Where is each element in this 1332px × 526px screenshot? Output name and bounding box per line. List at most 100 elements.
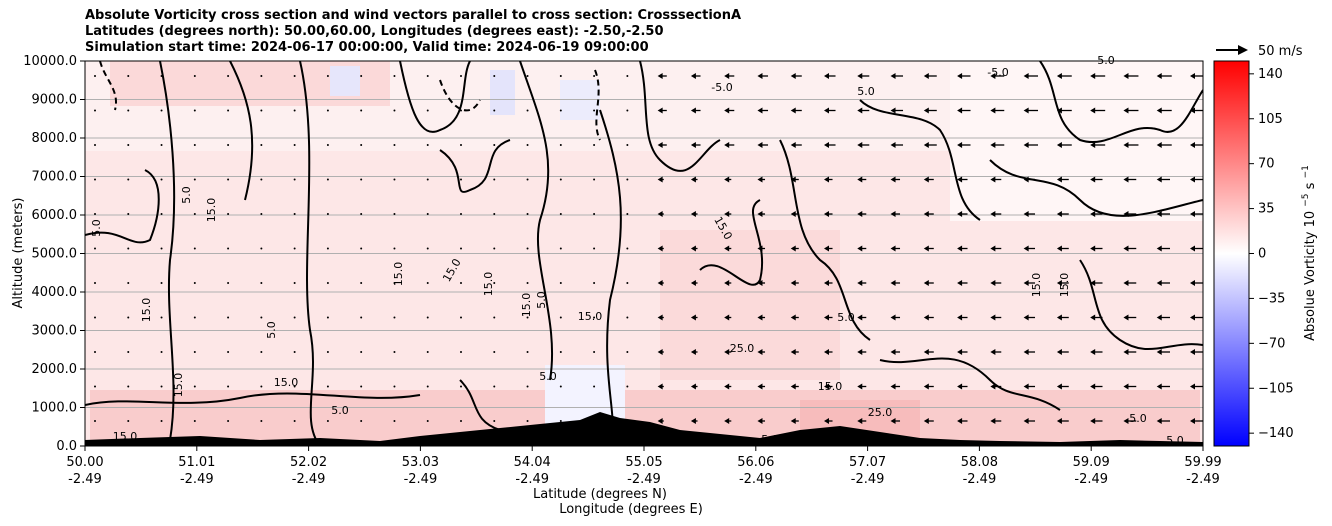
colorbar-tick-label: 70	[1258, 157, 1275, 172]
wind-vector	[227, 247, 230, 250]
wind-vector	[1090, 107, 1106, 114]
wind-vector	[724, 349, 732, 355]
wind-vector	[1023, 245, 1036, 252]
quiver-key-label: 50 m/s	[1258, 44, 1303, 59]
wind-vector	[724, 73, 735, 79]
wind-vector	[690, 314, 698, 321]
wind-vector	[657, 245, 664, 252]
wind-vector	[1090, 418, 1103, 424]
wind-vector	[460, 109, 462, 112]
wind-vector	[460, 213, 462, 215]
wind-vector	[690, 107, 701, 114]
wind-vector	[824, 418, 833, 424]
wind-vector	[923, 280, 934, 286]
wind-vector	[293, 144, 296, 146]
wind-vector	[393, 144, 396, 146]
wind-vector	[657, 349, 664, 355]
wind-vector	[360, 385, 363, 388]
wind-vector	[1023, 142, 1039, 148]
wind-vector	[193, 178, 196, 181]
wind-vector	[326, 178, 329, 181]
wind-vector	[460, 144, 462, 146]
wind-vector	[460, 282, 462, 284]
wind-vector	[890, 314, 901, 321]
contour-label: 15.0	[113, 430, 138, 443]
wind-vector	[426, 178, 429, 181]
wind-vector	[890, 280, 901, 286]
wind-vectors	[94, 73, 1203, 424]
wind-vector	[890, 418, 901, 424]
wind-vector	[923, 176, 934, 183]
wind-vector	[757, 142, 769, 148]
colorbar-tick-label: −140	[1258, 426, 1294, 441]
colorbar-tick-label: −35	[1258, 291, 1285, 306]
wind-vector	[1190, 418, 1203, 424]
wind-vector	[260, 213, 263, 215]
wind-vector	[593, 213, 596, 215]
wind-vector	[260, 109, 263, 112]
wind-vector	[493, 75, 496, 77]
wind-vector	[757, 314, 766, 321]
wind-vector	[990, 142, 1005, 148]
wind-vector	[326, 282, 329, 284]
wind-vector	[1156, 245, 1171, 252]
wind-vector	[227, 385, 230, 388]
wind-vector	[1123, 314, 1137, 321]
contour-label: 15.0	[482, 272, 495, 297]
wind-vector	[593, 247, 596, 250]
wind-vector	[1123, 383, 1137, 390]
wind-vector	[824, 383, 833, 390]
wind-vector	[393, 213, 396, 215]
wind-vector	[526, 178, 529, 181]
wind-vector	[957, 211, 968, 217]
wind-vector	[1090, 73, 1106, 79]
terrain-silhouette	[85, 412, 1203, 446]
wind-vector	[260, 385, 263, 388]
wind-vector	[1123, 211, 1137, 217]
wind-vector	[1023, 418, 1036, 424]
wind-vector	[724, 280, 732, 286]
wind-vector	[1156, 349, 1171, 355]
wind-vector	[426, 316, 429, 319]
contour-label: 5.0	[90, 219, 103, 237]
x-axis-label-longitude: Longitude (degrees E)	[559, 502, 703, 517]
wind-vector	[1056, 418, 1069, 424]
contour-label: 5.0	[761, 433, 779, 446]
wind-vector	[1190, 176, 1203, 183]
wind-vector	[957, 245, 968, 252]
wind-vector	[426, 75, 429, 77]
wind-vector	[1023, 383, 1036, 390]
wind-vector	[857, 418, 867, 424]
x-tick-label-lon: -2.49	[180, 472, 214, 487]
wind-vector	[657, 142, 667, 148]
wind-vector	[559, 75, 562, 77]
wind-vector	[757, 349, 766, 355]
y-tick-label: 0.0	[56, 439, 77, 454]
x-tick-label-lat: 54.04	[514, 455, 551, 470]
wind-vector	[293, 316, 296, 319]
wind-vector	[990, 211, 1002, 217]
wind-vector	[724, 176, 732, 183]
wind-vector	[127, 213, 130, 215]
x-tick-label-lat: 52.02	[290, 455, 327, 470]
y-tick-label: 2000.0	[32, 362, 78, 377]
wind-vector	[626, 282, 629, 284]
wind-vector	[260, 282, 263, 284]
wind-vector	[923, 73, 937, 79]
wind-vector	[559, 213, 562, 215]
wind-vector	[757, 383, 766, 390]
contour-label: 25.0	[868, 406, 893, 419]
wind-vector	[790, 73, 802, 79]
wind-vector	[393, 420, 396, 422]
wind-vector	[857, 142, 870, 148]
wind-vector	[724, 383, 732, 390]
y-tick-label: 3000.0	[32, 324, 78, 339]
contour-label: 5.0	[1129, 412, 1147, 425]
wind-vector	[293, 75, 296, 77]
wind-vector	[1056, 107, 1072, 114]
wind-vector	[923, 418, 934, 424]
wind-vector	[757, 107, 769, 114]
wind-vector	[293, 385, 296, 388]
wind-vector	[957, 142, 971, 148]
wind-vector	[426, 282, 429, 284]
